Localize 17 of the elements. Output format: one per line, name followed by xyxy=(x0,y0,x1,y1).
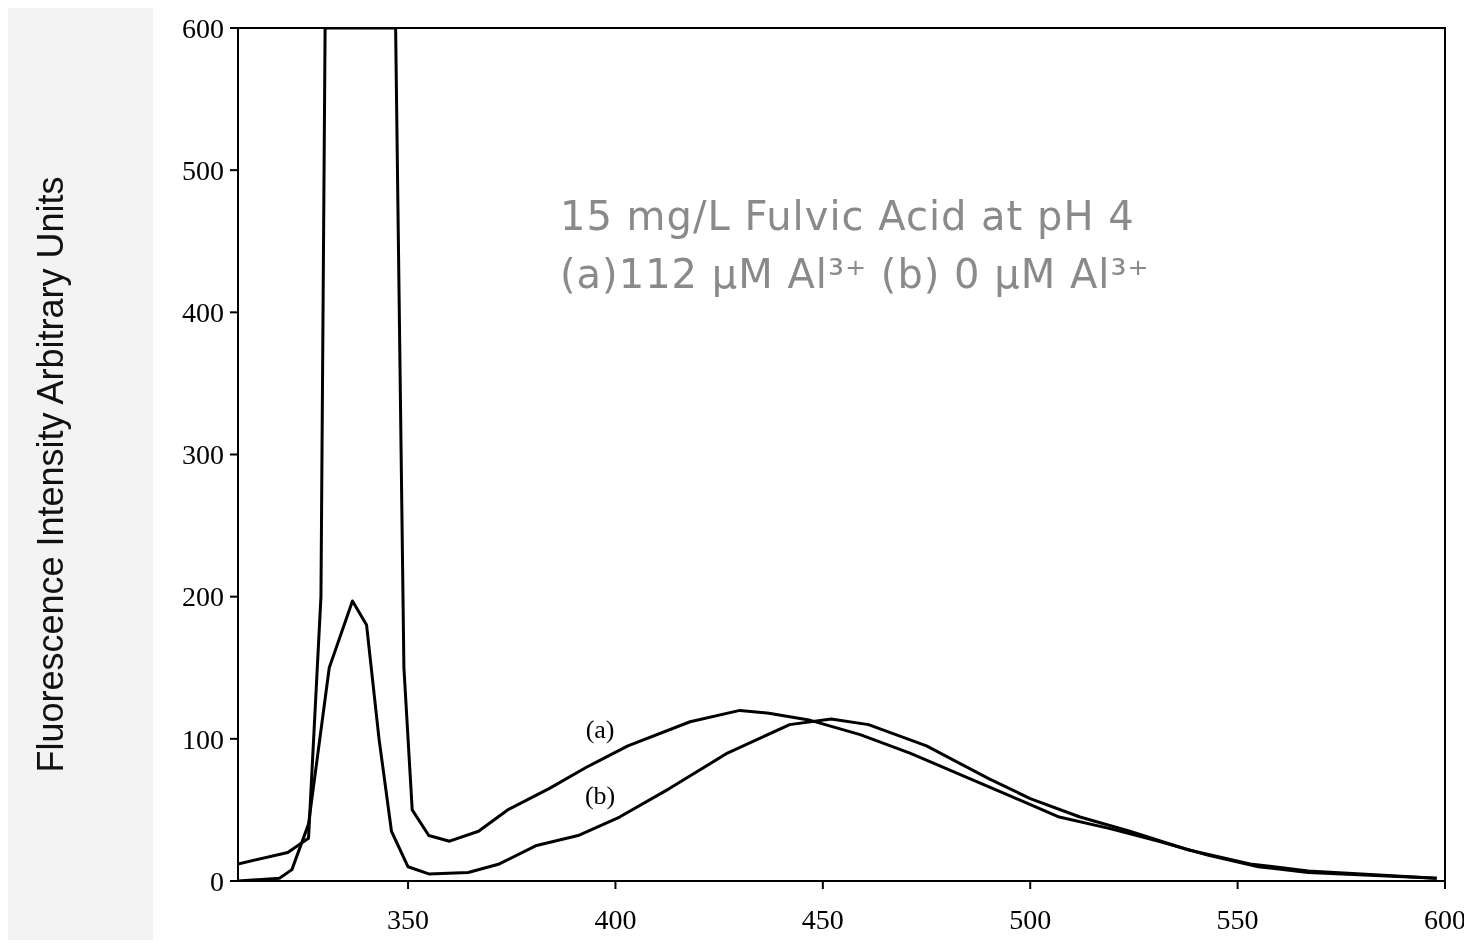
x-tick-label: 450 xyxy=(801,904,844,935)
y-tick-label: 500 xyxy=(182,154,224,186)
series-label: (a) xyxy=(585,715,615,745)
x-tick-label: 550 xyxy=(1216,904,1259,935)
y-tick-label: 600 xyxy=(182,12,224,44)
x-tick-label: 350 xyxy=(387,904,430,935)
y-tick-label: 0 xyxy=(210,865,224,897)
x-tick-label: 400 xyxy=(594,904,637,935)
y-tick-label: 300 xyxy=(182,439,224,471)
y-axis-title: Fluorescence Intensity Arbitrary Units xyxy=(30,176,71,773)
annotation: (a)112 μM Al³⁺ (b) 0 μM Al³⁺ xyxy=(560,251,1150,297)
y-tick-label: 200 xyxy=(182,581,224,613)
y-tick-label: 400 xyxy=(182,297,224,329)
y-tick-label: 100 xyxy=(182,723,224,755)
x-tick-label: 500 xyxy=(1009,904,1052,935)
series-label: (b) xyxy=(584,780,616,810)
annotation: 15 mg/L Fulvic Acid at pH 4 xyxy=(560,193,1135,239)
